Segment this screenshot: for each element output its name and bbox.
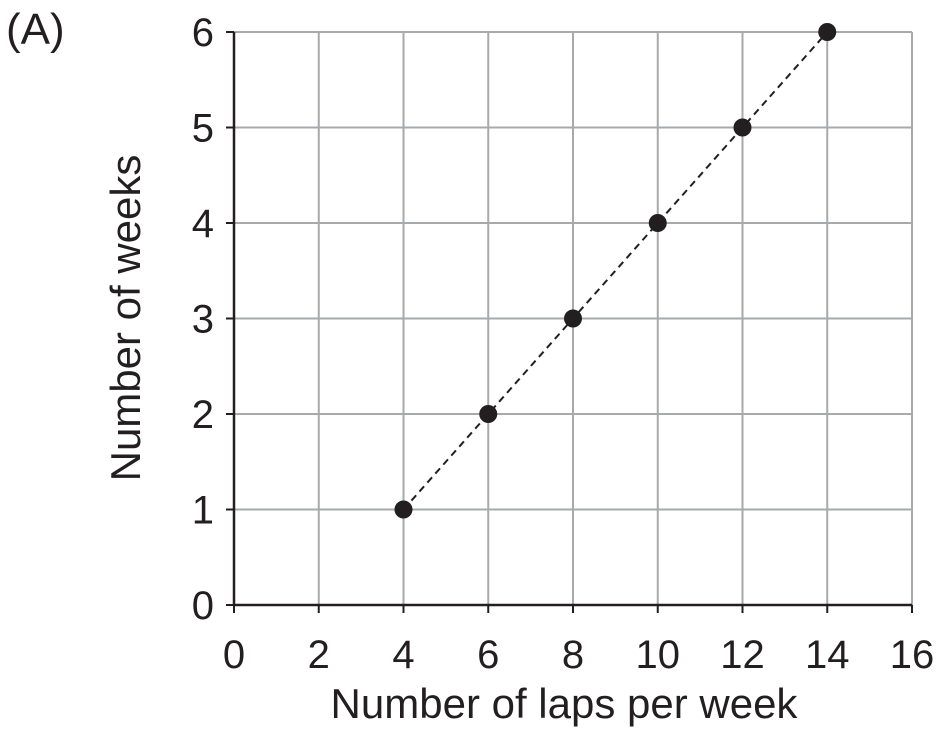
x-tick-label: 0 [223, 633, 245, 677]
data-point [394, 500, 413, 519]
x-axis-title: Number of laps per week [331, 680, 799, 727]
y-tick-label: 0 [192, 584, 214, 628]
data-point [564, 309, 582, 328]
y-tick-label: 2 [192, 393, 214, 437]
y-tick-label: 1 [192, 489, 214, 533]
data-point [479, 405, 498, 423]
data-point [648, 214, 667, 232]
x-tick-label: 10 [636, 633, 681, 677]
y-tick-label: 4 [192, 202, 214, 246]
x-tick-label: 8 [562, 633, 584, 677]
y-tick-label: 6 [192, 11, 214, 55]
y-tick-label: 5 [192, 107, 214, 151]
x-tick-label: 4 [392, 633, 414, 677]
data-point [733, 118, 752, 137]
x-tick-label: 2 [308, 633, 330, 677]
x-tick-label: 12 [720, 633, 765, 677]
axes [226, 31, 913, 613]
series-connector-line [402, 31, 828, 511]
x-tick-label: 6 [477, 633, 499, 677]
x-tick-label: 16 [890, 633, 935, 677]
series [394, 23, 837, 519]
panel-label: (A) [6, 5, 65, 54]
y-axis-title: Number of weeks [102, 155, 149, 482]
x-tick-label: 14 [805, 633, 850, 677]
y-tick-label: 3 [192, 298, 214, 342]
data-point [818, 23, 837, 41]
